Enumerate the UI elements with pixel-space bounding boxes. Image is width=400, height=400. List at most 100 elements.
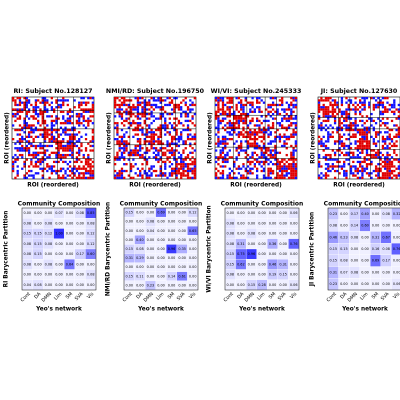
- matrix-cell: [12, 165, 15, 168]
- matrix-cell: [276, 122, 279, 125]
- matrix-cell: [354, 126, 357, 129]
- matrix-cell: [78, 151, 81, 154]
- matrix-cell: [370, 153, 373, 157]
- matrix-cell: [143, 108, 146, 111]
- matrix-cell: [91, 176, 94, 179]
- matrix-cell: [43, 101, 47, 104]
- matrix-cell: [267, 176, 270, 179]
- cell-value: 0.00: [76, 262, 84, 266]
- matrix-cell: [221, 160, 225, 164]
- matrix-cell: [59, 147, 63, 150]
- matrix-cell: [258, 128, 261, 132]
- matrix-cell: [114, 169, 117, 173]
- matrix-cell: [388, 174, 391, 177]
- matrix-cell: [71, 167, 74, 170]
- matrix-cell: [68, 147, 72, 150]
- matrix-cell: [287, 103, 291, 107]
- matrix-cell: [327, 115, 330, 118]
- matrix-cell: [393, 103, 396, 107]
- matrix-cell: [285, 165, 288, 168]
- matrix-cell: [180, 135, 183, 138]
- matrix-cell: [46, 144, 49, 148]
- matrix-cell: [343, 119, 346, 123]
- cell-value: 0.00: [147, 274, 155, 278]
- x-tick-label: Lim: [155, 291, 166, 302]
- matrix-cell: [170, 163, 174, 166]
- matrix-cell: [333, 169, 337, 173]
- matrix-cell: [134, 147, 137, 150]
- matrix-cell: [327, 99, 330, 102]
- matrix-cell: [219, 153, 222, 157]
- matrix-cell: [368, 153, 371, 157]
- matrix-cell: [152, 169, 155, 173]
- matrix-cell: [116, 128, 119, 132]
- matrix-cell: [217, 99, 220, 102]
- matrix-cell: [269, 172, 272, 175]
- matrix-cell: [78, 117, 81, 120]
- matrix-cell: [322, 108, 325, 111]
- matrix-cell: [157, 99, 160, 102]
- matrix-cell: [343, 110, 346, 113]
- matrix-cell: [267, 169, 270, 173]
- matrix-cell: [365, 153, 369, 157]
- matrix-cell: [278, 103, 282, 107]
- matrix-cell: [242, 133, 245, 136]
- matrix-cell: [53, 108, 56, 111]
- matrix-cell: [159, 124, 162, 127]
- matrix-cell: [338, 165, 341, 168]
- cell-value: 0.00: [147, 247, 155, 251]
- matrix-cell: [235, 122, 238, 125]
- matrix-cell: [23, 147, 26, 150]
- matrix-cell: [139, 169, 142, 173]
- matrix-cell: [53, 160, 56, 164]
- cell-value: 0.15: [340, 247, 348, 251]
- matrix-cell: [287, 158, 291, 161]
- matrix-cell: [14, 103, 17, 107]
- cell-value: 0.31: [237, 242, 245, 246]
- matrix-cell: [87, 153, 90, 157]
- matrix-cell: [191, 172, 194, 175]
- matrix-cell: [343, 160, 346, 164]
- matrix-cell: [340, 135, 344, 138]
- matrix-cell: [186, 167, 190, 170]
- matrix-cell: [145, 174, 149, 177]
- matrix-cell: [267, 124, 270, 127]
- matrix-cell: [244, 176, 247, 179]
- matrix-cell: [134, 133, 137, 136]
- matrix-cell: [53, 110, 56, 113]
- matrix-cell: [217, 169, 220, 173]
- matrix-cell: [329, 97, 332, 100]
- matrix-cell: [48, 138, 51, 141]
- matrix-cell: [372, 119, 375, 123]
- matrix-cell: [253, 110, 256, 113]
- matrix-cell: [253, 135, 256, 138]
- matrix-cell: [191, 122, 194, 125]
- matrix-cell: [125, 117, 128, 120]
- matrix-cell: [164, 119, 167, 123]
- matrix-cell: [191, 167, 194, 170]
- matrix-cell: [89, 158, 92, 161]
- matrix-cell: [148, 140, 151, 143]
- matrix-cell: [246, 176, 250, 179]
- matrix-cell: [365, 163, 369, 166]
- cell-value: 0.00: [126, 238, 134, 242]
- cell-value: 0.08: [76, 211, 84, 215]
- cell-value: 0.00: [258, 232, 266, 236]
- cell-value: 0.00: [237, 211, 245, 215]
- matrix-cell: [23, 103, 26, 107]
- matrix-cell: [89, 149, 92, 152]
- matrix-cell: [123, 119, 126, 123]
- matrix-cell: [274, 158, 277, 161]
- matrix-cell: [25, 147, 28, 150]
- matrix-cell: [230, 97, 234, 100]
- matrix-cell: [379, 151, 382, 154]
- matrix-cell: [388, 138, 391, 141]
- matrix-cell: [235, 140, 238, 143]
- matrix-cell: [139, 144, 142, 148]
- matrix-cell: [180, 165, 183, 168]
- matrix-cell: [283, 163, 286, 166]
- matrix-cell: [66, 119, 69, 123]
- matrix-cell: [32, 140, 35, 143]
- matrix-cell: [370, 119, 373, 123]
- matrix-cell: [219, 108, 222, 111]
